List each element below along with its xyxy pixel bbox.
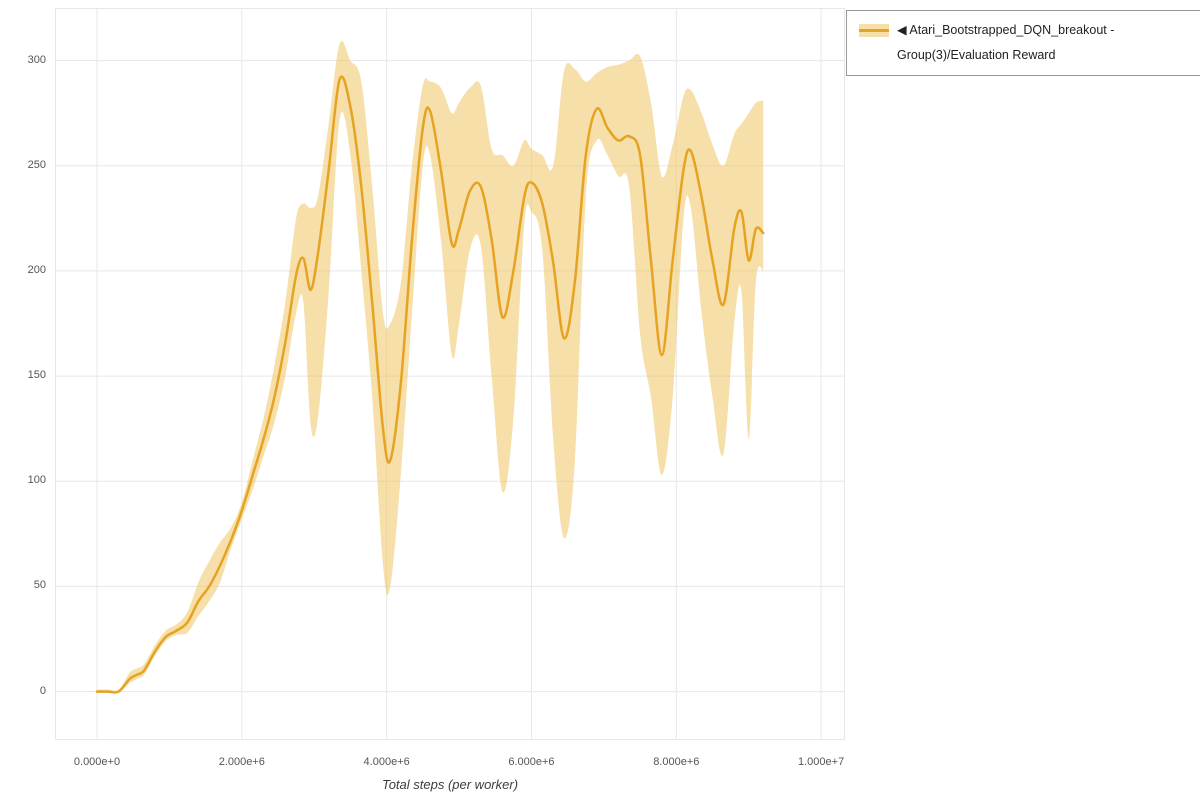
x-axis-title: Total steps (per worker) bbox=[381, 777, 519, 792]
x-axis-tick-label: 0.000e+0 bbox=[73, 756, 121, 768]
legend-series-label[interactable]: Atari_Bootstrapped_DQN_breakout - Group(… bbox=[897, 23, 1115, 62]
y-axis-tick-label: 50 bbox=[33, 579, 46, 592]
legend[interactable]: ◀ Atari_Bootstrapped_DQN_breakout - Grou… bbox=[846, 10, 1200, 76]
y-axis-tick-label: 100 bbox=[27, 474, 46, 487]
y-axis-tick-label: 200 bbox=[27, 263, 46, 276]
x-axis-tick-label: 1.000e+7 bbox=[798, 756, 845, 768]
legend-swatch-line bbox=[859, 29, 889, 32]
chart-canvas[interactable] bbox=[55, 8, 845, 740]
x-axis-tick-label: 2.000e+6 bbox=[218, 756, 265, 768]
plot-border bbox=[55, 8, 845, 740]
y-axis-tick-label: 0 bbox=[39, 684, 46, 697]
y-axis-tick-label: 250 bbox=[27, 158, 46, 171]
x-axis-tick-label: 6.000e+6 bbox=[508, 756, 555, 768]
legend-collapse-icon[interactable]: ◀ bbox=[897, 23, 907, 37]
x-axis-tick-label: 4.000e+6 bbox=[363, 756, 410, 768]
y-axis-tick-label: 300 bbox=[27, 53, 46, 66]
y-axis-tick-label: 150 bbox=[27, 369, 46, 382]
confidence-band bbox=[97, 40, 764, 693]
legend-entry: ◀ Atari_Bootstrapped_DQN_breakout - Grou… bbox=[897, 18, 1189, 68]
series-line bbox=[95, 75, 765, 694]
x-axis-tick-label: 8.000e+6 bbox=[653, 756, 700, 768]
legend-swatch-band bbox=[859, 24, 889, 37]
